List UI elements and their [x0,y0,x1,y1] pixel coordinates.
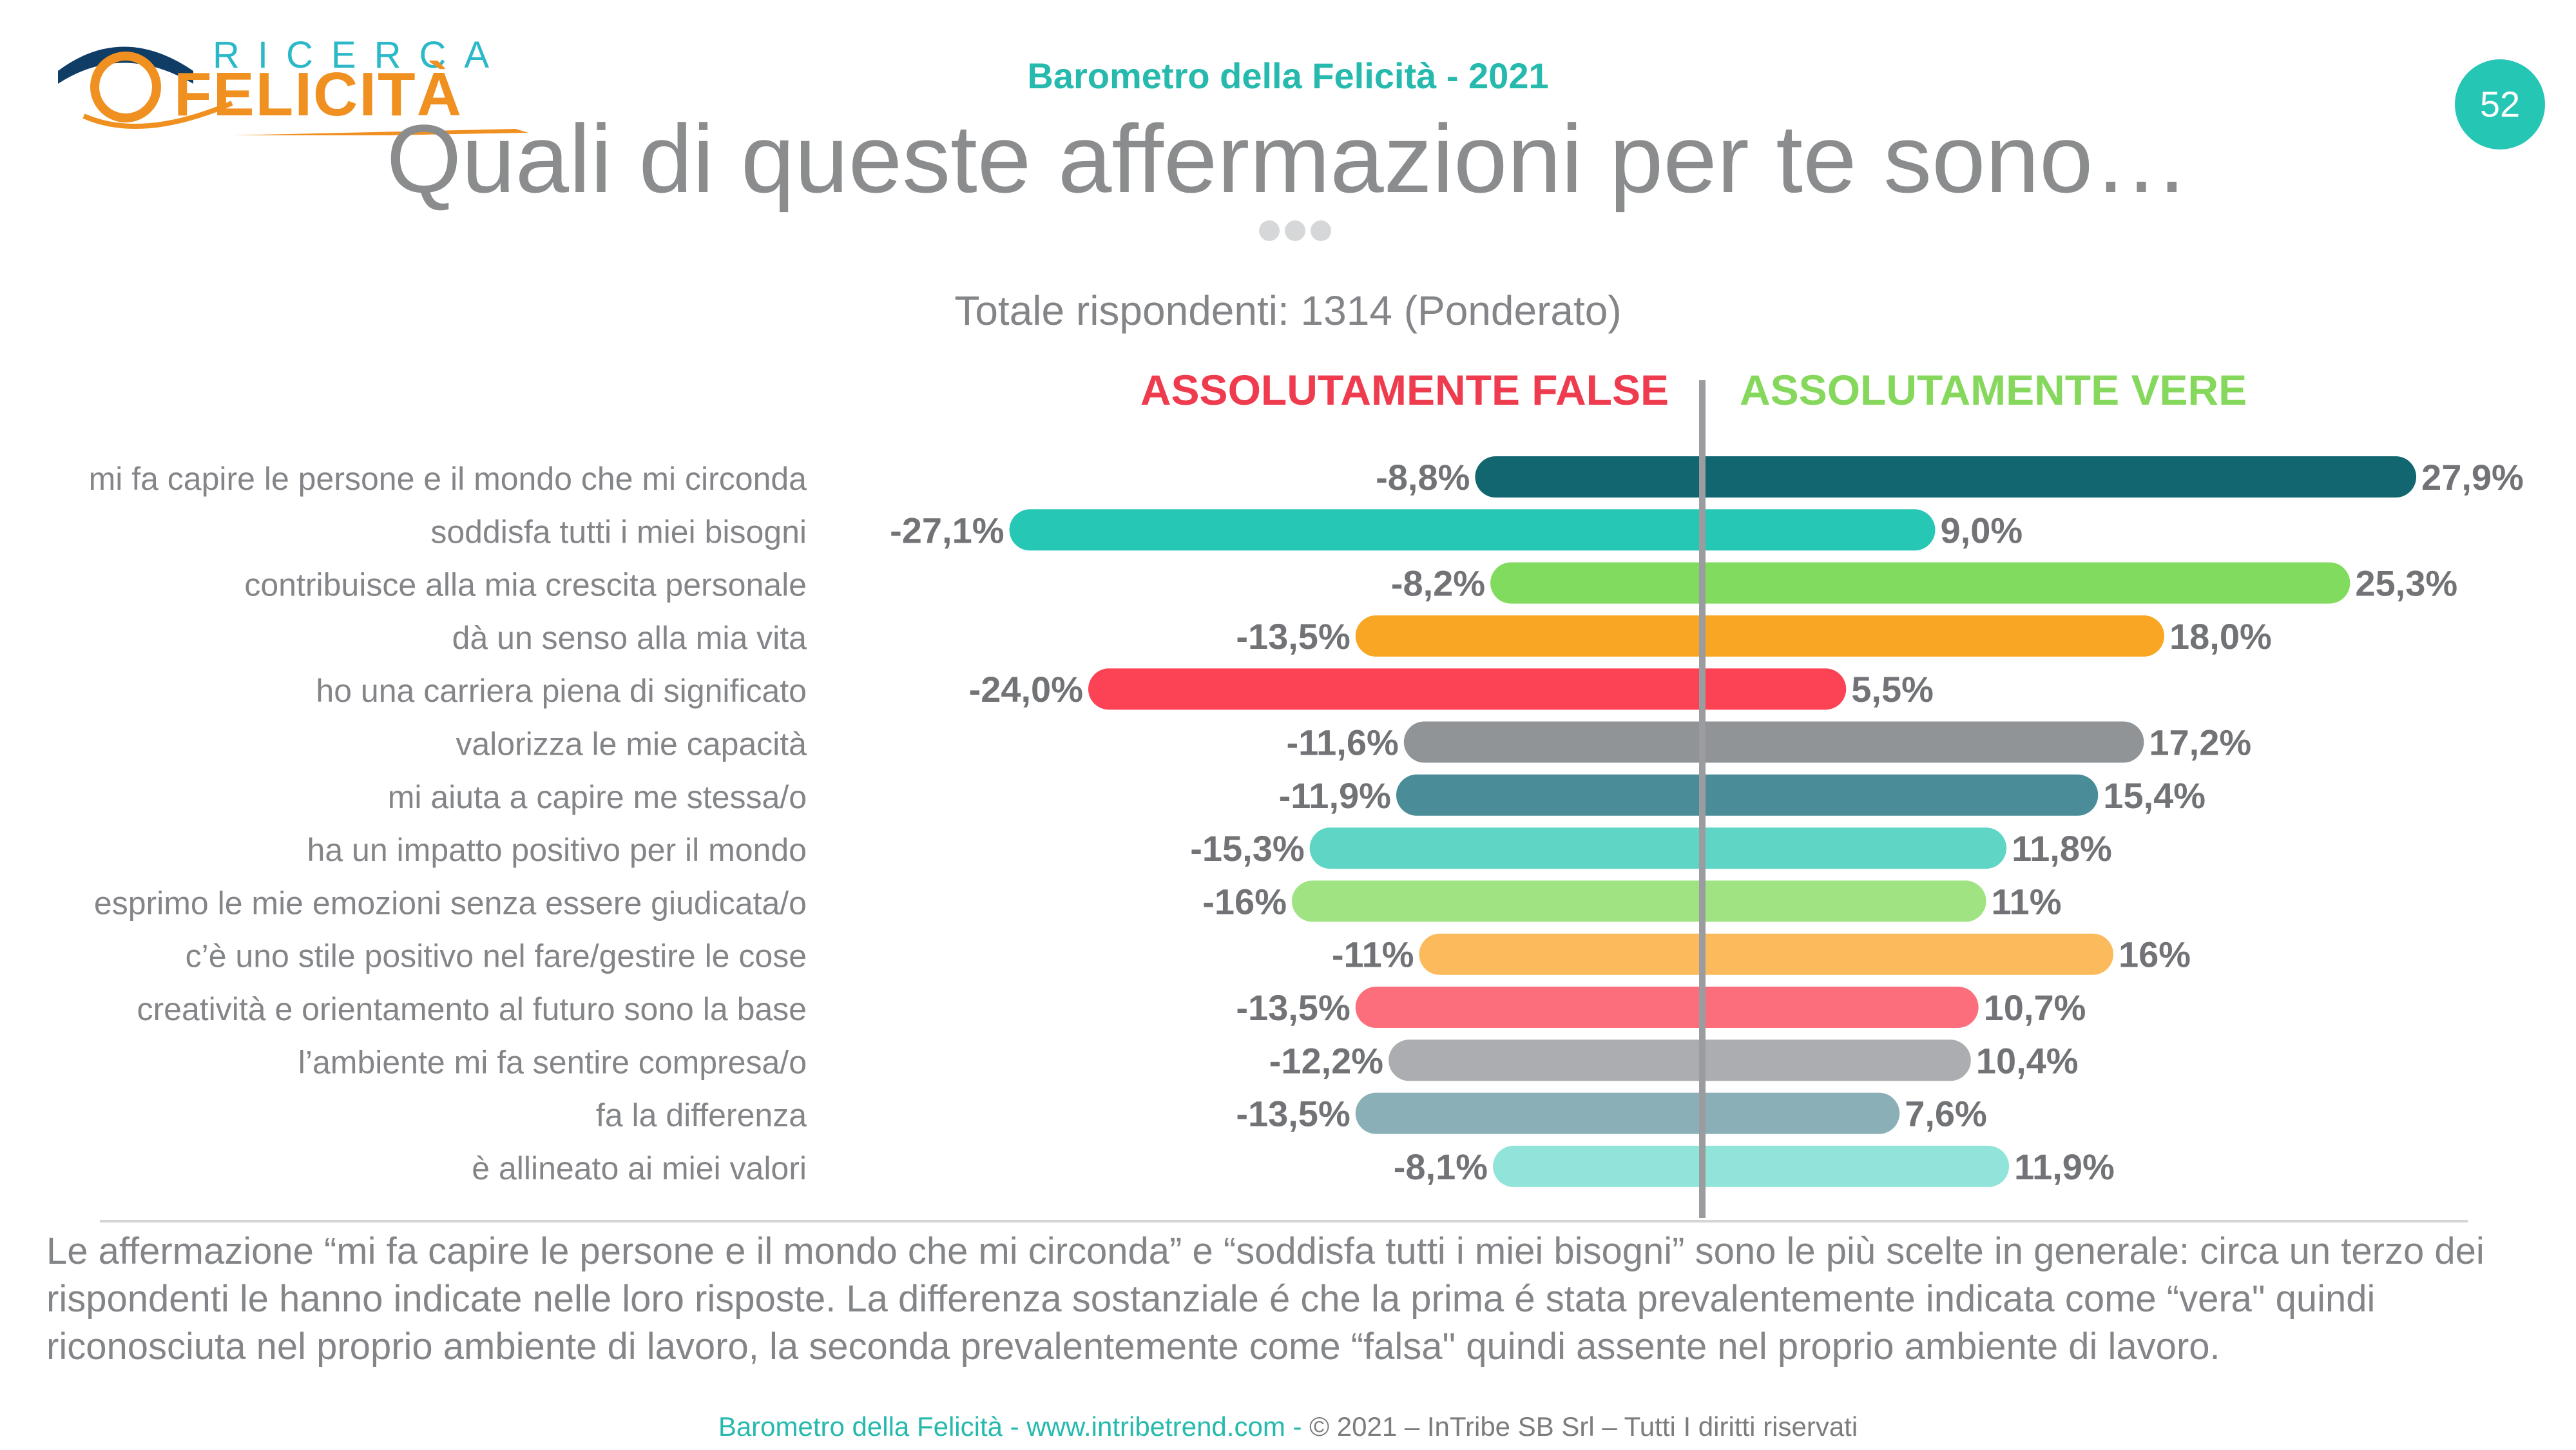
value-label-true: 27,9% [2421,457,2524,498]
value-label-false: -16% [1202,881,1287,922]
logo-underline [231,129,528,135]
bar-false [1475,456,1720,498]
logo-text-ricerca: RICERCA [213,34,508,76]
value-label-false: -13,5% [1236,1094,1350,1134]
bar-true [1686,1145,2010,1187]
value-label-true: 11,8% [2012,828,2112,869]
logo-sun [90,52,161,122]
header-subtitle: Barometro della Felicità - 2021 [1027,55,1549,96]
value-label-true: 18,0% [2169,616,2272,657]
bar-false [1309,827,1720,869]
category-label: esprimo le mie emozioni senza essere giu… [94,885,807,921]
ellipsis-dots-icon [1259,220,1331,241]
bar-true [1686,456,2417,498]
logo-text-felicita: FELICITÀ [174,60,463,129]
footer-separator: - [1285,1411,1310,1442]
bar-false [1355,1092,1720,1134]
value-label-true: 15,4% [2103,775,2206,816]
bar-false [1292,880,1720,922]
bar-false [1355,987,1720,1028]
respondents-total: Totale rispondenti: 1314 (Ponderato) [954,287,1622,334]
category-label: fa la differenza [596,1097,807,1134]
value-label-false: -11% [1332,934,1414,975]
value-label-true: 10,4% [1976,1040,2079,1081]
value-label-true: 5,5% [1851,669,1934,710]
bar-false [1396,774,1720,816]
bar-false [1009,509,1720,551]
category-label: è allineato ai miei valori [472,1150,807,1186]
value-label-false: -8,2% [1391,563,1485,604]
category-label: valorizza le mie capacità [456,726,807,762]
value-label-false: -11,9% [1279,775,1391,816]
footer-site: Barometro della Felicità - www.intribetr… [718,1411,1285,1442]
logo-swoosh [82,101,233,129]
value-label-true: 10,7% [1984,987,2086,1028]
page-number-badge: 52 [2455,59,2545,150]
left-series-header: ASSOLUTAMENTE FALSE [1140,366,1669,414]
category-label: mi fa capire le persone e il mondo che m… [89,461,807,497]
bar-false [1490,562,1720,604]
category-label: dà un senso alla mia vita [452,620,807,656]
footer-copyright: © 2021 – InTribe SB Srl – Tutti I diritt… [1309,1411,1858,1442]
category-label: soddisfa tutti i miei bisogni [430,514,807,550]
bar-false [1403,721,1720,763]
bar-true [1686,933,2113,975]
value-label-false: -27,1% [890,510,1004,550]
category-label: mi aiuta a capire me stessa/o [388,779,807,815]
bar-false [1493,1145,1720,1187]
category-label: creatività e orientamento al futuro sono… [137,991,807,1027]
bar-true [1686,1039,1971,1081]
value-label-false: -24,0% [969,669,1083,710]
category-label: c’è uno stile positivo nel fare/gestire … [186,938,807,974]
bar-true [1686,509,1936,551]
bar-true [1686,562,2350,604]
value-label-false: -8,1% [1394,1146,1488,1187]
value-label-true: 9,0% [1941,510,2023,550]
value-label-false: -15,3% [1190,828,1304,869]
bar-true [1686,827,2007,869]
value-label-false: -13,5% [1236,616,1350,657]
value-label-false: -8,8% [1376,457,1470,498]
bar-true [1686,668,1847,710]
page-title: Quali di queste affermazioni per te sono… [386,104,2190,213]
logo-arch [58,46,193,84]
value-label-true: 25,3% [2355,563,2457,604]
bar-false [1419,933,1720,975]
footer: Barometro della Felicità - www.intribetr… [0,1411,2576,1442]
ricerca-felicita-logo [58,46,528,135]
value-label-false: -13,5% [1236,987,1350,1028]
bar-true [1686,880,1986,922]
category-label: contribuisce alla mia crescita personale [244,567,807,603]
value-label-true: 16% [2119,934,2191,975]
bar-false [1355,615,1720,657]
value-label-true: 7,6% [1905,1094,1987,1134]
category-label: ho una carriera piena di significato [316,673,807,709]
bar-true [1686,1092,1900,1134]
category-label: l’ambiente mi fa sentire compresa/o [298,1044,807,1080]
logo-sun-inner [106,68,145,106]
value-label-false: -12,2% [1269,1040,1383,1081]
chart-commentary: Le affermazione “mi fa capire le persone… [46,1230,2485,1368]
category-label: ha un impatto positivo per il mondo [307,832,807,868]
value-label-true: 11% [1992,881,2062,922]
bar-true [1686,721,2144,763]
bar-false [1088,668,1720,710]
value-label-false: -11,6% [1286,722,1398,763]
value-label-true: 11,9% [2014,1146,2115,1187]
bar-true [1686,615,2164,657]
right-series-header: ASSOLUTAMENTE VERE [1740,366,2247,414]
bar-true [1686,987,1979,1028]
bar-true [1686,774,2099,816]
value-label-true: 17,2% [2149,722,2251,763]
bar-false [1389,1039,1720,1081]
